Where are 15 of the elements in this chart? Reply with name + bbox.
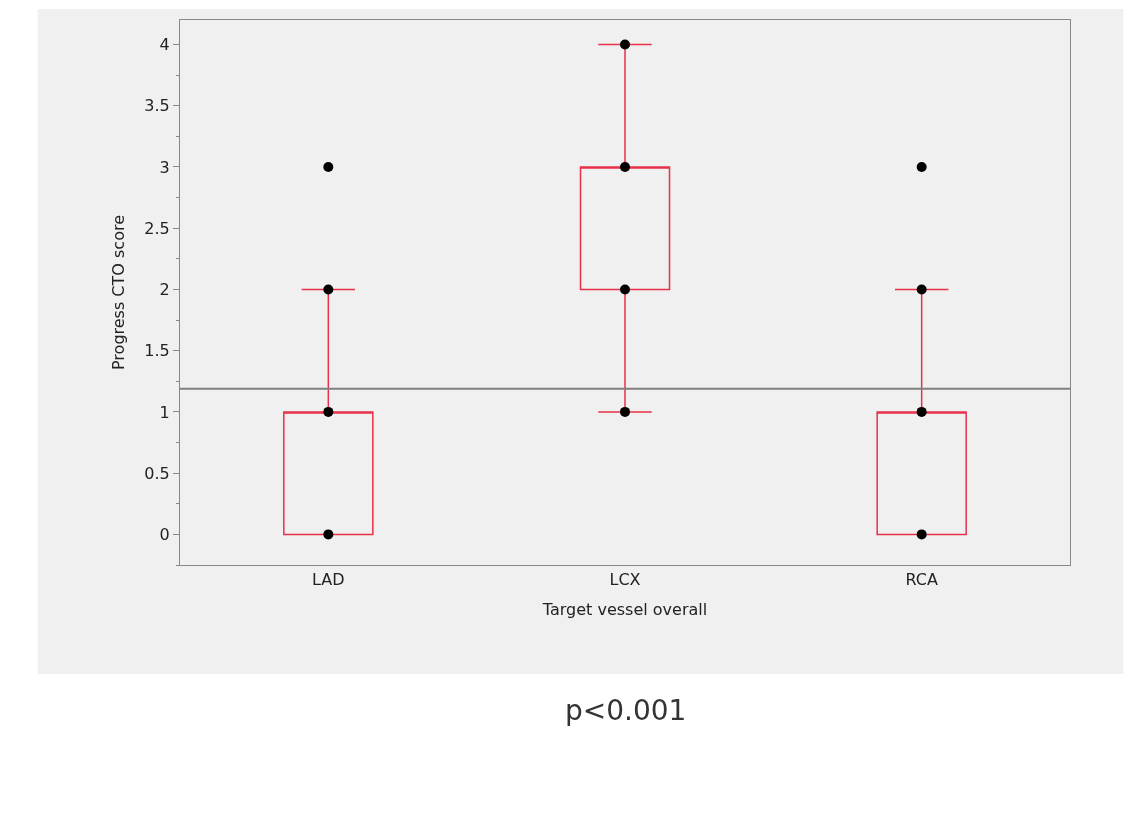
y-tick-label: 1	[159, 402, 170, 422]
y-axis-title: Progress CTO score	[109, 215, 129, 370]
y-tick-label: 3	[159, 157, 170, 177]
y-tick-label: 3.5	[144, 96, 170, 116]
y-tick-label: 0	[159, 524, 170, 544]
text: p<0.001	[565, 694, 687, 727]
x-tick-label: LAD	[312, 570, 345, 590]
y-tick-label: 2	[159, 280, 170, 300]
y-tick-label: 0.5	[144, 463, 170, 483]
x-tick-label: LCX	[609, 570, 641, 590]
x-tick-label: RCA	[905, 570, 938, 590]
x-axis-title: Target vessel overall	[541, 599, 708, 619]
y-tick-label: 2.5	[144, 218, 170, 238]
y-tick-label: 1.5	[144, 341, 170, 361]
y-tick-label: 4	[159, 35, 170, 55]
